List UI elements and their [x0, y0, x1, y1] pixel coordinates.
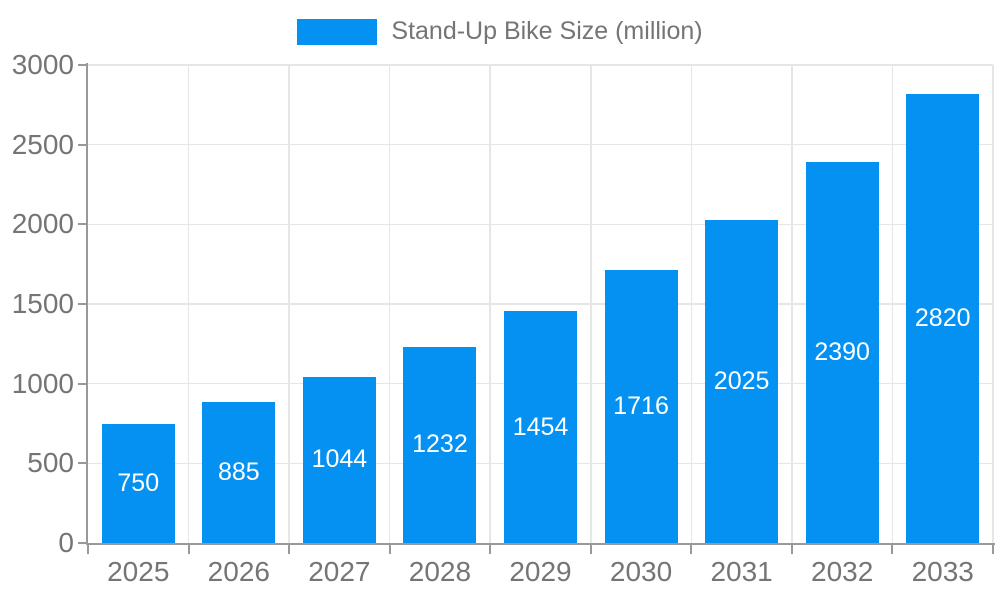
y-tick-label: 2500 — [11, 128, 74, 160]
x-tick-label: 2031 — [710, 556, 773, 587]
y-gridline — [88, 303, 993, 305]
y-tick-label: 3000 — [11, 49, 74, 80]
legend-swatch — [297, 18, 378, 45]
x-tick — [589, 545, 592, 554]
x-gridline — [992, 65, 994, 543]
y-tick-label: 2000 — [11, 208, 74, 240]
y-tick-label: 0 — [58, 527, 74, 558]
x-tick — [388, 545, 391, 554]
chart-legend: Stand-Up Bike Size (million) — [0, 17, 1000, 46]
bar-value-label: 750 — [117, 468, 160, 497]
x-gridline — [388, 65, 391, 543]
y-gridline — [88, 223, 993, 226]
x-tick — [87, 545, 89, 554]
x-tick-label: 2033 — [911, 556, 974, 587]
x-gridline — [690, 65, 693, 543]
bar: 885 — [202, 401, 276, 543]
y-axis-line — [86, 63, 88, 545]
x-tick-label: 2029 — [509, 556, 572, 587]
x-tick-label: 2028 — [408, 556, 472, 587]
bar-value-label: 2820 — [914, 303, 971, 332]
x-tick — [992, 545, 994, 554]
y-tick — [78, 223, 88, 226]
y-tick — [78, 462, 88, 465]
x-tick-label: 2032 — [811, 556, 874, 587]
x-gridline — [489, 65, 491, 543]
bar-value-label: 2390 — [814, 338, 870, 367]
x-gridline — [288, 65, 290, 543]
bar-value-label: 885 — [217, 457, 260, 486]
y-tick — [78, 382, 88, 385]
x-tick — [790, 545, 793, 554]
x-tick — [489, 545, 492, 554]
bar-value-label: 1232 — [412, 430, 468, 459]
x-tick-label: 2026 — [207, 556, 270, 587]
bar: 2025 — [705, 220, 779, 543]
y-gridline — [88, 64, 993, 66]
bar: 1454 — [504, 311, 577, 543]
x-tick-label: 2030 — [609, 556, 673, 587]
x-tick — [891, 545, 894, 554]
bar-value-label: 1454 — [512, 412, 569, 441]
bar-value-label: 1044 — [311, 445, 368, 474]
y-tick-label: 500 — [27, 447, 74, 479]
x-gridline — [891, 65, 894, 543]
y-tick — [78, 303, 88, 305]
bar: 750 — [101, 423, 175, 543]
bar-value-label: 1716 — [613, 391, 669, 420]
x-tick — [690, 545, 693, 554]
x-tick-label: 2025 — [107, 556, 170, 587]
bar: 2390 — [805, 162, 879, 543]
x-tick — [187, 545, 190, 554]
x-tick-label: 2027 — [308, 556, 371, 587]
y-tick-label: 1000 — [11, 367, 74, 399]
bar: 1716 — [604, 269, 678, 543]
bar: 1232 — [403, 346, 477, 543]
x-gridline — [590, 65, 592, 543]
legend-label: Stand-Up Bike Size (million) — [391, 17, 703, 45]
y-tick — [78, 64, 88, 66]
y-tick — [78, 143, 88, 146]
bar-value-label: 2025 — [713, 367, 770, 396]
x-tick — [288, 545, 291, 554]
y-gridline — [88, 143, 993, 146]
x-gridline — [791, 65, 793, 543]
bar: 2820 — [906, 93, 980, 543]
y-tick-label: 1500 — [11, 288, 74, 319]
bar: 1044 — [302, 376, 376, 543]
y-tick — [78, 542, 88, 544]
x-gridline — [187, 65, 190, 543]
x-axis-line — [86, 543, 995, 545]
